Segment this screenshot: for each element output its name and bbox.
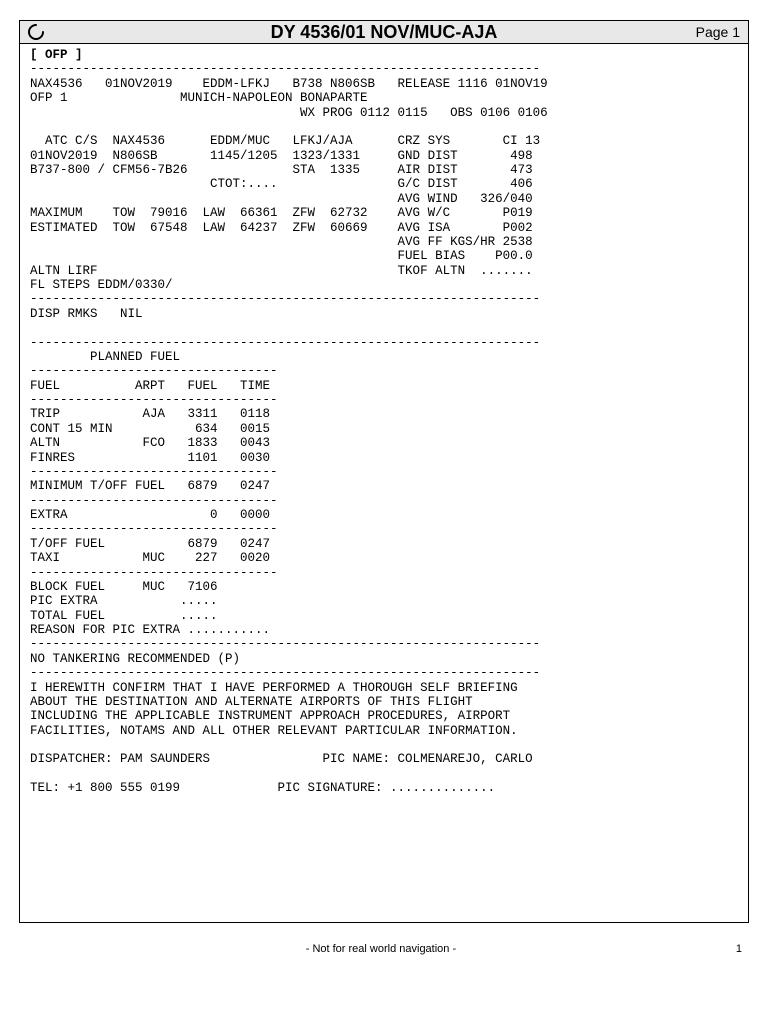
separator-short: --------------------------------- [30, 566, 278, 580]
separator: ----------------------------------------… [30, 666, 540, 680]
header-bar: DY 4536/01 NOV/MUC-AJA Page 1 [20, 21, 748, 44]
info-line: ATC C/S NAX4536 EDDM/MUC LFKJ/AJA CRZ SY… [30, 134, 540, 148]
separator-short: --------------------------------- [30, 522, 278, 536]
info-line: B737-800 / CFM56-7B26 STA 1335 AIR DIST … [30, 163, 533, 177]
ofp-body: [ OFP ] --------------------------------… [20, 44, 748, 922]
fuel-row: TAXI MUC 227 0020 [30, 551, 270, 565]
separator: ----------------------------------------… [30, 62, 540, 76]
loading-ring-icon [28, 24, 44, 40]
briefing-text: ABOUT THE DESTINATION AND ALTERNATE AIRP… [30, 695, 473, 709]
fuel-row: TRIP AJA 3311 0118 [30, 407, 270, 421]
fl-steps-line: FL STEPS EDDM/0330/ [30, 278, 173, 292]
tel-signature-line: TEL: +1 800 555 0199 PIC SIGNATURE: ....… [30, 781, 495, 795]
fuel-row: ALTN FCO 1833 0043 [30, 436, 270, 450]
route-name-line: OFP 1 MUNICH-NAPOLEON BONAPARTE [30, 91, 368, 105]
fuel-row: FINRES 1101 0030 [30, 451, 270, 465]
ofp-page: DY 4536/01 NOV/MUC-AJA Page 1 [ OFP ] --… [19, 20, 749, 923]
fuel-row: CONT 15 MIN 634 0015 [30, 422, 270, 436]
wx-line: WX PROG 0112 0115 OBS 0106 0106 [30, 106, 548, 120]
fuel-columns: FUEL ARPT FUEL TIME [30, 379, 270, 393]
info-line: AVG WIND 326/040 [30, 192, 533, 206]
planned-fuel-header: PLANNED FUEL [30, 350, 180, 364]
briefing-text: INCLUDING THE APPLICABLE INSTRUMENT APPR… [30, 709, 510, 723]
flight-id-line: NAX4536 01NOV2019 EDDM-LFKJ B738 N806SB … [30, 77, 548, 91]
dispatcher-line: DISPATCHER: PAM SAUNDERS PIC NAME: COLME… [30, 752, 533, 766]
separator-short: --------------------------------- [30, 393, 278, 407]
page-title: DY 4536/01 NOV/MUC-AJA [271, 22, 498, 43]
footer: - Not for real world navigation - 1 [20, 943, 748, 955]
footer-page-num: 1 [736, 943, 742, 955]
briefing-text: I HEREWITH CONFIRM THAT I HAVE PERFORMED… [30, 681, 518, 695]
info-line: MAXIMUM TOW 79016 LAW 66361 ZFW 62732 AV… [30, 206, 533, 220]
page-indicator: Page 1 [696, 24, 740, 40]
separator: ----------------------------------------… [30, 292, 540, 306]
fuel-row: T/OFF FUEL 6879 0247 [30, 537, 270, 551]
info-line: 01NOV2019 N806SB 1145/1205 1323/1331 GND… [30, 149, 533, 163]
info-line: ESTIMATED TOW 67548 LAW 64237 ZFW 60669 … [30, 221, 533, 235]
separator-short: --------------------------------- [30, 494, 278, 508]
fuel-row: PIC EXTRA ..... [30, 594, 218, 608]
briefing-text: FACILITIES, NOTAMS AND ALL OTHER RELEVAN… [30, 724, 518, 738]
fuel-row: EXTRA 0 0000 [30, 508, 270, 522]
footer-note: - Not for real world navigation - [306, 943, 456, 955]
ofp-tag: [ OFP ] [30, 48, 83, 62]
separator: ----------------------------------------… [30, 637, 540, 651]
info-line: AVG FF KGS/HR 2538 [30, 235, 533, 249]
altn-line: ALTN LIRF TKOF ALTN ....... [30, 264, 533, 278]
tankering-line: NO TANKERING RECOMMENDED (P) [30, 652, 240, 666]
info-line: FUEL BIAS P00.0 [30, 249, 533, 263]
info-line: CTOT:.... G/C DIST 406 [30, 177, 533, 191]
fuel-row: MINIMUM T/OFF FUEL 6879 0247 [30, 479, 270, 493]
disp-remarks: DISP RMKS NIL [30, 307, 143, 321]
fuel-row: REASON FOR PIC EXTRA ........... [30, 623, 270, 637]
fuel-row: BLOCK FUEL MUC 7106 [30, 580, 218, 594]
separator-short: --------------------------------- [30, 364, 278, 378]
separator-short: --------------------------------- [30, 465, 278, 479]
fuel-row: TOTAL FUEL ..... [30, 609, 218, 623]
separator: ----------------------------------------… [30, 336, 540, 350]
